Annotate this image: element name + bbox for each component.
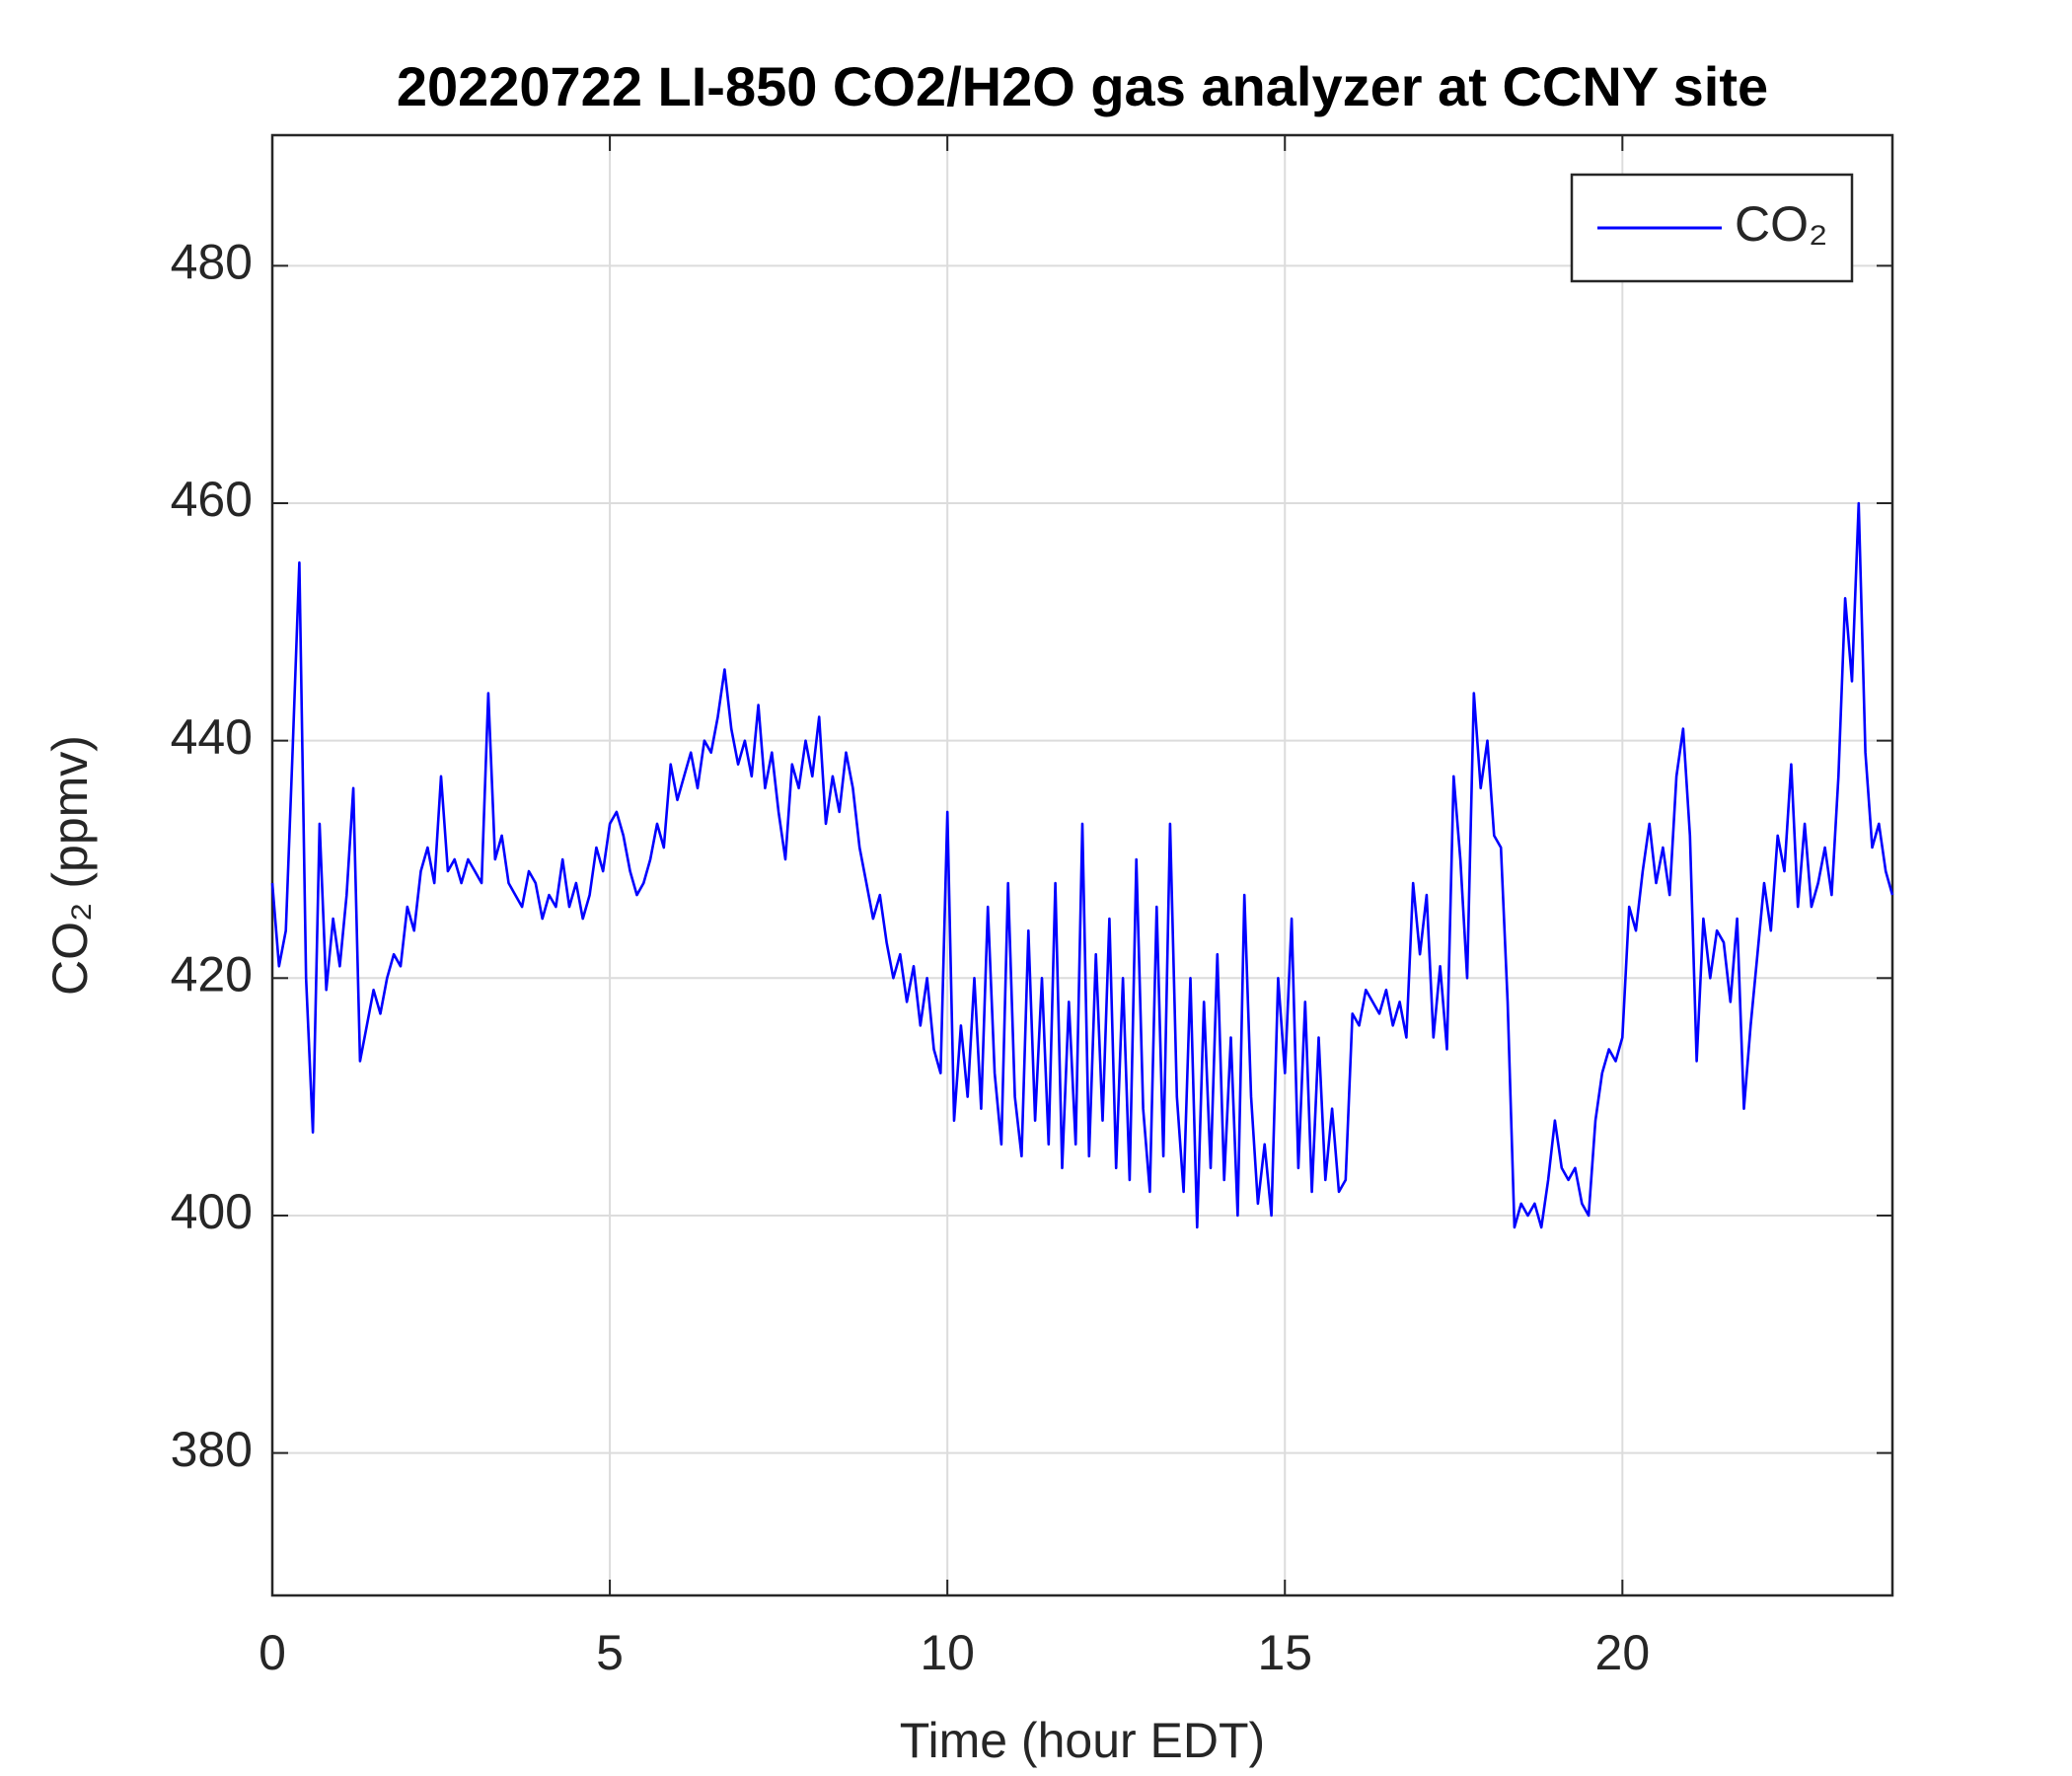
x-tick-label: 0 [259,1625,286,1680]
y-axis-label: CO₂ (ppmv) [42,735,98,996]
data-line [270,501,1894,1229]
x-tick-label: 20 [1595,1625,1651,1680]
chart-title: 20220722 LI-850 CO2/H2O gas analyzer at … [397,55,1768,117]
x-axis-label: Time (hour EDT) [900,1713,1265,1768]
y-tick-label: 460 [171,472,253,527]
plot-frame [270,133,1894,1597]
y-tick-label: 380 [171,1422,253,1477]
legend-label: CO₂ [1735,196,1827,252]
y-tick-label: 480 [171,235,253,290]
x-tick-label: 5 [596,1625,624,1680]
x-tick-label: 15 [1257,1625,1312,1680]
y-tick-label: 400 [171,1184,253,1239]
y-tick-label: 440 [171,709,253,765]
y-tick-label: 420 [171,947,253,1002]
x-tick-label: 10 [920,1625,975,1680]
